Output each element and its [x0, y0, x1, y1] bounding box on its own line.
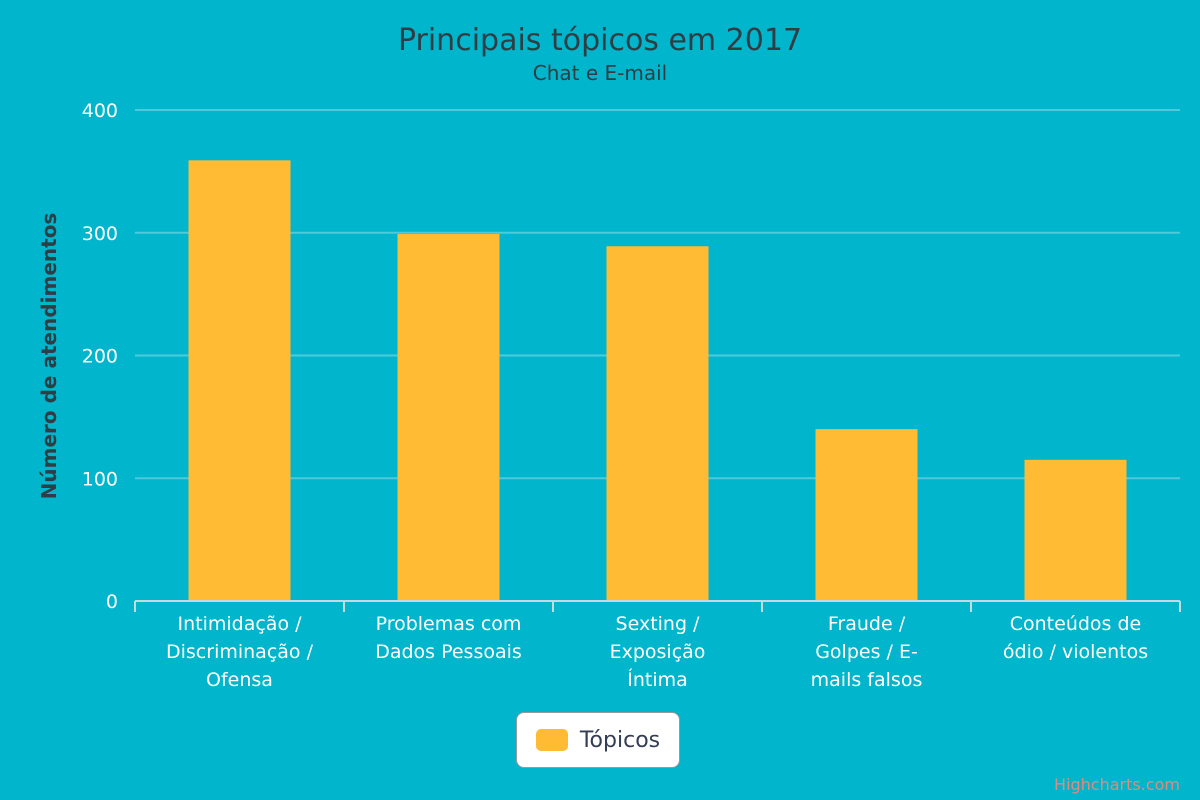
bar	[188, 160, 291, 601]
bar	[815, 429, 918, 601]
bar	[606, 246, 709, 601]
bar	[397, 233, 500, 602]
y-tick-label: 300	[82, 223, 118, 245]
x-tick-label: Conteúdos de ódio / violentos	[1003, 613, 1148, 663]
x-tick-label: Fraude / Golpes / E-mails falsos	[811, 613, 923, 691]
x-tick-label: Sexting / Exposição Íntima	[610, 613, 706, 691]
y-tick-label: 400	[82, 100, 118, 122]
y-tick-label: 200	[82, 346, 118, 368]
chart-subtitle: Chat e E-mail	[533, 61, 667, 85]
legend-swatch	[535, 729, 568, 751]
y-axis-label: Número de atendimentos	[37, 213, 61, 500]
x-tick-label: Problemas com Dados Pessoais	[375, 613, 522, 663]
credits-link[interactable]: Highcharts.com	[1054, 775, 1180, 794]
y-tick-label: 0	[106, 591, 118, 613]
legend-item-topicos[interactable]: Tópicos	[579, 727, 661, 753]
x-tick-label: Intimidação / Discriminação / Ofensa	[166, 613, 314, 691]
y-tick-label: 100	[82, 468, 118, 490]
chart-title: Principais tópicos em 2017	[398, 23, 802, 58]
bar	[1024, 459, 1127, 601]
legend: Tópicos	[516, 712, 680, 768]
